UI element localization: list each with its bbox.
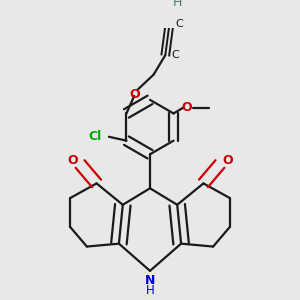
Text: C: C — [175, 19, 183, 29]
Text: H: H — [173, 0, 183, 9]
Text: N: N — [145, 274, 155, 287]
Text: O: O — [222, 154, 233, 166]
Text: Cl: Cl — [89, 130, 102, 143]
Text: O: O — [67, 154, 78, 166]
Text: C: C — [171, 50, 179, 60]
Text: H: H — [146, 284, 154, 297]
Text: O: O — [182, 101, 193, 114]
Text: O: O — [129, 88, 140, 100]
